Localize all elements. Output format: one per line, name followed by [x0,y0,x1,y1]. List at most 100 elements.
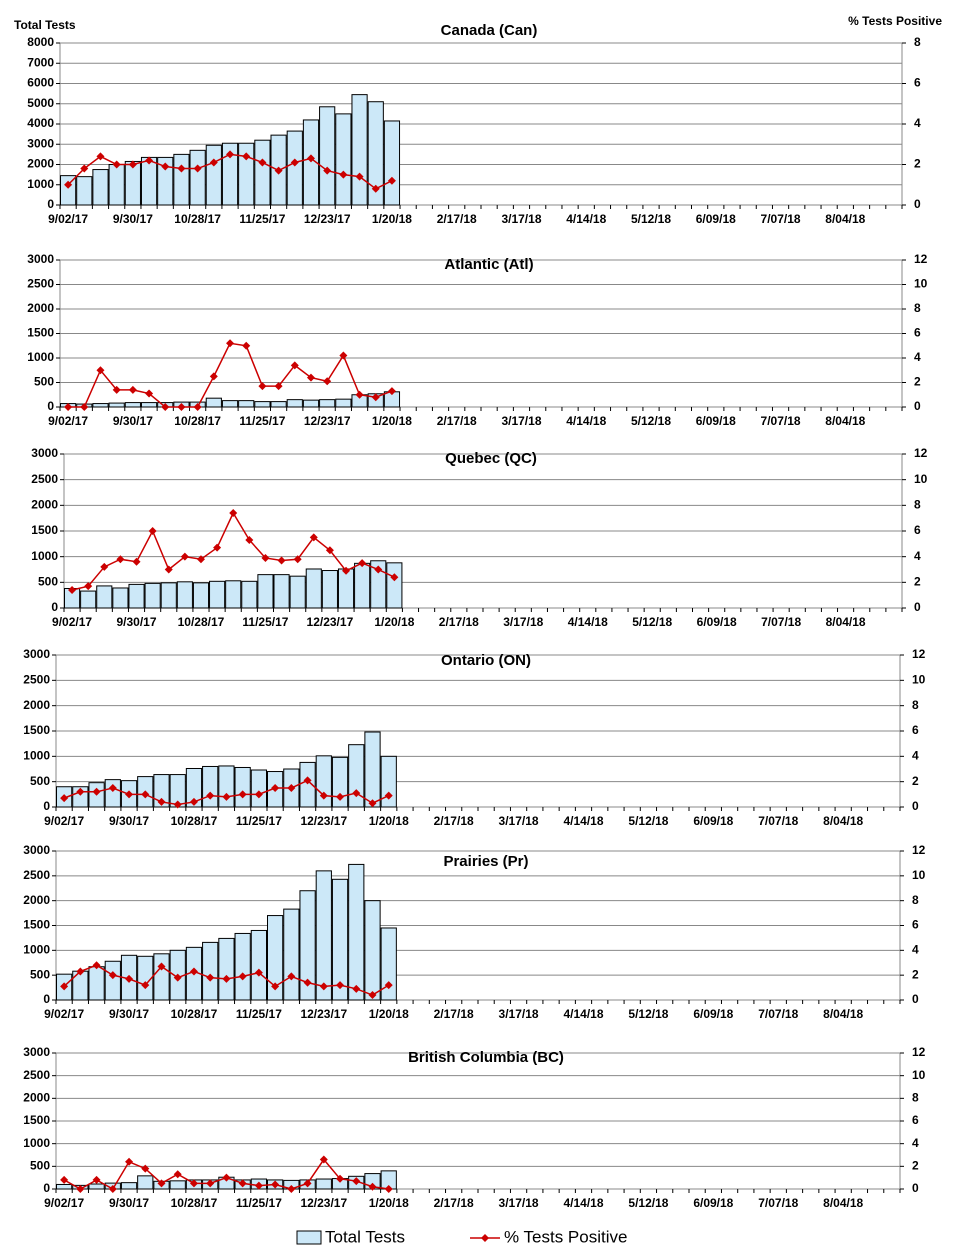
y2-tick-label: 2 [914,575,921,589]
test-bar [337,568,355,609]
positive-marker [336,1174,345,1183]
y-tick-label: 1500 [23,723,50,737]
y-tick-label: 2000 [23,893,50,907]
positive-marker [209,372,218,381]
positive-marker [384,981,393,990]
y2-tick-label: 6 [914,326,921,340]
positive-marker [64,180,73,189]
y2-tick-label: 12 [914,252,928,266]
positive-marker [222,974,231,983]
test-bar [351,94,368,206]
positive-marker [145,389,154,398]
test-bar [367,101,384,206]
positive-marker [384,1185,393,1193]
y-tick-label: 2500 [31,472,58,486]
test-bar [315,1178,332,1190]
x-tick-label: 11/25/17 [236,1196,282,1210]
y-tick-label: 2000 [27,157,54,171]
test-bar [185,767,203,808]
positive-marker [164,565,173,574]
test-bar [289,575,306,609]
x-tick-label: 7/07/18 [758,1196,798,1210]
test-bar [283,908,300,1001]
positive-marker [229,509,238,518]
x-tick-label: 12/23/17 [300,1007,347,1021]
y-tick-label: 6000 [27,76,54,90]
positive-marker [112,385,121,394]
positive-marker [368,1182,377,1191]
x-tick-label: 6/09/18 [696,212,736,226]
x-tick-label: 10/28/17 [174,212,221,226]
positive-marker [303,776,312,785]
test-bar [205,397,222,408]
positive-marker [287,972,296,981]
positive-marker [336,981,345,990]
y2-tick-label: 6 [912,918,919,932]
x-tick-label: 11/25/17 [239,414,285,428]
y2-tick-label: 8 [914,301,921,315]
y2-tick-label: 2 [914,157,921,171]
chart-title: Prairies (Pr) [443,853,528,870]
positive-marker [303,978,312,987]
y2-tick-label: 12 [914,446,928,460]
x-tick-label: 11/25/17 [236,1007,282,1021]
positive-marker [108,971,117,980]
test-bar [302,119,320,206]
y-tick-label: 3000 [27,252,54,266]
test-bar [335,398,352,408]
positive-marker [108,784,117,792]
x-tick-label: 12/23/17 [304,212,351,226]
test-bar [234,932,251,1001]
y-tick-label: 2500 [23,868,50,882]
y2-tick-label: 6 [914,76,921,90]
test-bar [267,915,284,1001]
test-bar [299,890,316,1001]
test-bar [202,765,219,808]
x-tick-label: 9/30/17 [109,814,149,828]
test-bar [331,878,349,1001]
positive-marker [92,961,101,970]
test-bar [137,955,154,1001]
test-bar [192,582,210,609]
y-tick-label: 500 [30,774,50,788]
test-bar [56,1183,73,1190]
x-tick-label: 8/04/18 [823,1007,863,1021]
positive-marker [60,794,69,803]
x-tick-label: 8/04/18 [826,615,866,629]
x-tick-label: 9/30/17 [116,615,156,629]
y-tick-label: 3000 [23,647,50,661]
positive-marker [368,799,377,808]
chart-title: Ontario (ON) [441,652,531,669]
y-tick-label: 1500 [23,918,50,932]
x-tick-label: 3/17/18 [499,1196,539,1210]
x-tick-label: 7/07/18 [761,212,801,226]
x-tick-label: 9/02/17 [48,414,88,428]
positive-marker [306,154,315,163]
positive-marker [189,1179,198,1188]
y2-tick-label: 8 [914,35,921,49]
y-tick-label: 0 [47,197,54,211]
y-tick-label: 500 [34,375,54,389]
x-tick-label: 2/17/18 [434,1196,474,1210]
x-tick-label: 3/17/18 [501,212,541,226]
positive-marker [352,984,361,993]
test-bar [364,900,381,1001]
test-bar [250,769,267,808]
x-tick-label: 5/12/18 [631,414,671,428]
x-tick-label: 1/20/18 [374,615,414,629]
y-tick-label: 500 [38,575,58,589]
x-tick-label: 4/14/18 [563,814,603,828]
y-tick-label: 3000 [31,446,58,460]
y-tick-label: 2500 [23,673,50,687]
positive-marker [306,373,315,382]
x-tick-label: 7/07/18 [761,414,801,428]
positive-marker [157,1179,166,1188]
x-tick-label: 6/09/18 [697,615,737,629]
positive-marker [222,792,231,801]
x-tick-label: 11/25/17 [242,615,288,629]
positive-marker [161,162,170,171]
positive-marker [60,982,69,991]
positive-marker [193,164,202,173]
test-bar [380,927,397,1001]
positive-marker [387,176,396,185]
